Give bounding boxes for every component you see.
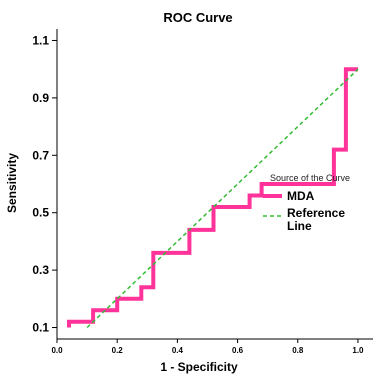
y-axis-label: Sensitivity [5, 153, 19, 213]
x-tick-label: 0.8 [292, 346, 304, 355]
x-tick-label: 0.0 [51, 346, 63, 355]
x-tick-label: 0.4 [172, 346, 184, 355]
legend-label-reference-line2: Line [287, 219, 312, 233]
x-tick-label: 0.6 [232, 346, 244, 355]
y-tick-label: 0.7 [32, 148, 49, 162]
legend-label-reference-line1: Reference [287, 206, 345, 220]
y-tick-label: 0.1 [32, 321, 49, 335]
y-tick-label: 0.3 [32, 263, 49, 277]
x-tick-label: 0.2 [112, 346, 124, 355]
roc-curve-mda [67, 67, 358, 328]
legend-label-reference: Reference Line [287, 206, 348, 233]
legend-title: Source of the Curve [270, 173, 350, 183]
y-tick-label: 0.9 [32, 91, 49, 105]
reference-line [86, 68, 359, 329]
legend: Source of the Curve MDA Reference Line [263, 173, 350, 233]
x-tick-label: 1.0 [352, 346, 364, 355]
series-layer [67, 67, 359, 329]
y-tick-label: 0.5 [32, 206, 49, 220]
chart-title: ROC Curve [163, 10, 232, 25]
legend-label-mda: MDA [287, 189, 315, 203]
axes: 0.1 0.3 0.5 0.7 0.9 1.1 0.0 0.2 0.4 0.6 0.8 1.0 [32, 29, 373, 355]
x-axis-label: 1 - Specificity [160, 360, 238, 374]
y-tick-label: 1.1 [32, 33, 49, 47]
